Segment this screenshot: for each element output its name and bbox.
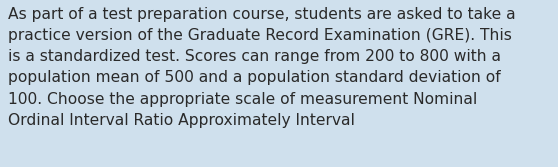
Text: As part of a test preparation course, students are asked to take a
practice vers: As part of a test preparation course, st… [8, 7, 516, 128]
